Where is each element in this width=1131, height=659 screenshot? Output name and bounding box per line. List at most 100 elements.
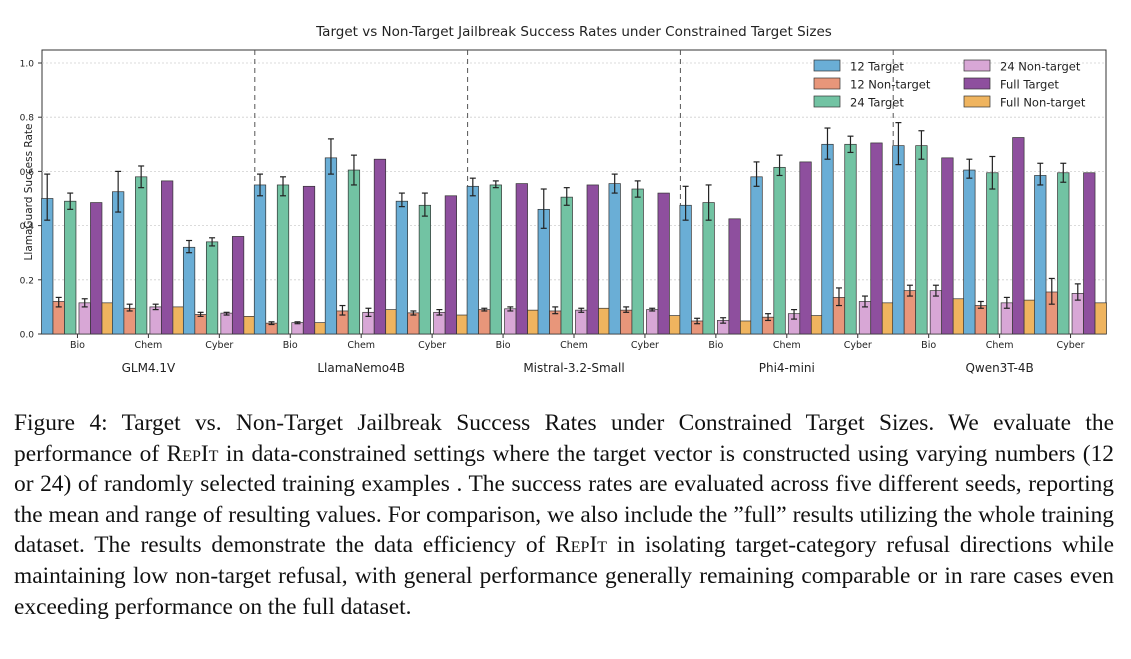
x-tick-label: Bio	[70, 340, 85, 351]
bar	[669, 315, 682, 335]
bar	[149, 306, 162, 335]
bar	[773, 166, 786, 335]
method-name: RepIt	[555, 532, 608, 559]
bar	[903, 290, 917, 335]
bar	[456, 314, 469, 335]
bar	[515, 183, 528, 335]
x-tick-label: Chem	[135, 340, 163, 351]
bar	[963, 169, 976, 335]
caption-label: Figure 4:	[14, 410, 108, 436]
bar	[679, 204, 692, 335]
x-tick-label: Bio	[921, 340, 936, 351]
bar	[276, 184, 290, 335]
legend-label: 12 Non-target	[850, 78, 931, 92]
x-tick-label: Cyber	[205, 340, 233, 351]
bar	[844, 143, 857, 335]
bar	[870, 142, 883, 335]
x-tick-label: Cyber	[1057, 340, 1085, 351]
x-tick-label: Bio	[496, 340, 511, 351]
bar	[64, 200, 77, 335]
legend-swatch	[813, 95, 841, 108]
bar	[598, 307, 611, 335]
model-group-label: Qwen3T-4B	[965, 361, 1033, 375]
model-group-label: GLM4.1V	[122, 361, 176, 375]
bar	[881, 302, 895, 335]
bar	[974, 305, 987, 335]
caption-text-1: Target vs. Non-Target Jailbreak Success …	[14, 410, 1114, 467]
y-tick-label: 0.0	[20, 331, 35, 341]
bar	[1034, 175, 1047, 335]
chart-title: Target vs Non-Target Jailbreak Success R…	[315, 24, 832, 40]
model-group-label: Phi4-mini	[759, 361, 815, 375]
model-group-label: Mistral-3.2-Small	[523, 361, 624, 375]
bar	[373, 158, 387, 335]
plot-area	[41, 49, 1107, 335]
bar	[549, 310, 562, 335]
bar	[527, 309, 540, 335]
bar	[941, 157, 954, 335]
caption-text-3: in isolating target-category refusal dir…	[14, 532, 1114, 620]
x-tick-label: Chem	[986, 340, 1014, 351]
bar	[1057, 172, 1070, 335]
bar	[1094, 302, 1107, 335]
y-tick-label: 0.6	[20, 168, 35, 178]
legend-label: Full Target	[1000, 78, 1059, 92]
bar	[78, 302, 91, 335]
bar	[182, 246, 196, 335]
bar	[657, 192, 670, 335]
bar	[231, 236, 245, 335]
bar	[324, 157, 338, 335]
bar	[172, 306, 185, 335]
bar	[407, 312, 420, 335]
bar	[112, 191, 125, 335]
bar	[123, 307, 136, 335]
model-group-label: LlamaNemo4B	[317, 361, 405, 375]
y-tick-label: 1.0	[20, 60, 35, 70]
bar	[620, 309, 633, 335]
x-tick-label: Bio	[708, 340, 723, 351]
figure-caption: Figure 4: Target vs. Non-Target Jailbrea…	[14, 408, 1114, 622]
bar	[489, 184, 502, 335]
x-tick-label: Chem	[347, 340, 375, 351]
bar	[478, 309, 491, 335]
bar	[810, 315, 824, 335]
figure: Target vs Non-Target Jailbreak Success R…	[20, 24, 1107, 375]
bar	[728, 218, 741, 335]
bar	[220, 312, 233, 335]
bar	[929, 290, 943, 335]
bar	[253, 184, 267, 335]
legend-swatch	[963, 95, 991, 108]
bar	[385, 309, 398, 335]
y-axis-label: LlamaGuard Success Rate	[23, 124, 35, 261]
bar	[101, 302, 114, 335]
bar	[1023, 299, 1036, 335]
legend-swatch	[813, 77, 841, 90]
bar	[821, 143, 834, 335]
bar	[892, 145, 905, 335]
bar	[586, 184, 599, 335]
bar	[466, 185, 479, 335]
bar	[194, 314, 207, 335]
bar	[90, 202, 103, 335]
y-tick-label: 0.2	[20, 276, 34, 286]
bar	[504, 308, 517, 335]
bar	[631, 188, 644, 335]
x-tick-label: Cyber	[418, 340, 446, 351]
legend-swatch	[813, 59, 841, 72]
y-tick-label: 0.8	[20, 114, 35, 124]
legend-label: Full Non-target	[1000, 96, 1086, 110]
bar	[575, 309, 588, 335]
x-tick-label: Chem	[773, 340, 801, 351]
bar	[740, 320, 753, 335]
legend-label: 24 Target	[850, 96, 904, 110]
bar	[1012, 137, 1025, 335]
bar	[750, 176, 763, 335]
bar	[1083, 172, 1096, 335]
y-tick-label: 0.4	[20, 222, 35, 232]
bar	[243, 316, 256, 335]
x-tick-label: Bio	[283, 340, 298, 351]
x-tick-label: Chem	[560, 340, 588, 351]
legend-swatch	[963, 59, 991, 72]
legend-label: 24 Non-target	[1000, 60, 1081, 74]
bar	[646, 309, 659, 335]
